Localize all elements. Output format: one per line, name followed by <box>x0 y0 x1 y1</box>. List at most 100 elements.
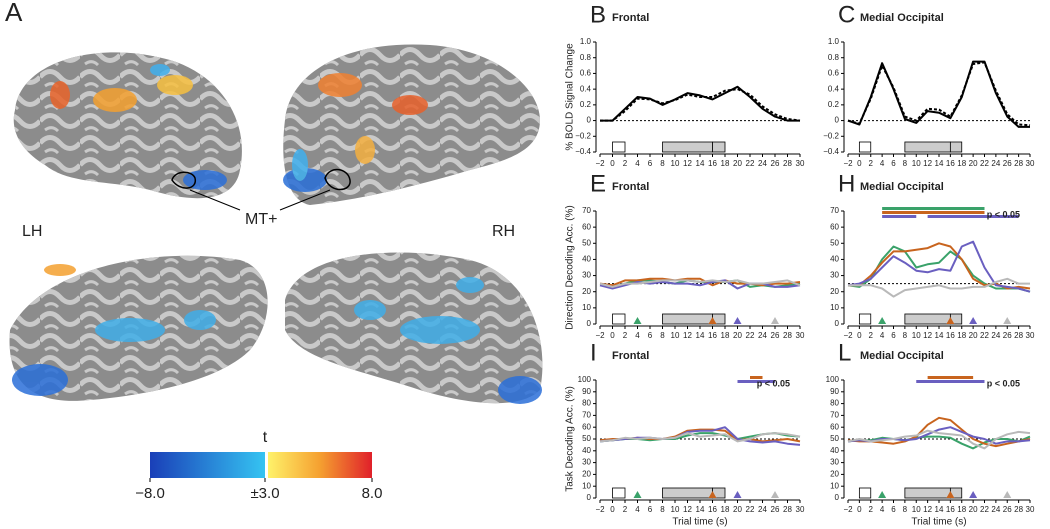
event-marker <box>946 491 955 498</box>
x-tick-label: 20 <box>969 159 978 168</box>
series-line <box>847 435 1031 450</box>
x-tick-label: 8 <box>660 159 665 168</box>
x-tick-label: 14 <box>935 159 944 168</box>
mt-outline <box>171 171 196 189</box>
x-tick-label: 6 <box>891 331 896 340</box>
x-tick-label: 2 <box>623 159 628 168</box>
epoch-box <box>904 313 951 325</box>
y-tick-label: 70 <box>830 206 839 215</box>
colorbar-title: t <box>263 429 268 446</box>
x-tick-label: 14 <box>935 331 944 340</box>
panel-letter: E <box>590 170 606 197</box>
epoch-box <box>662 487 713 499</box>
x-tick-label: −2 <box>595 505 605 514</box>
x-tick-label: 24 <box>758 505 767 514</box>
event-marker <box>633 491 642 498</box>
mt-outline <box>324 168 351 191</box>
event-marker <box>878 491 887 498</box>
x-tick-label: 22 <box>980 331 989 340</box>
x-tick-label: 8 <box>903 159 908 168</box>
epoch-box <box>858 487 872 499</box>
colorbar-negative <box>150 452 265 478</box>
x-tick-label: 20 <box>733 331 742 340</box>
x-tick-label: 0 <box>610 159 615 168</box>
y-tick-label: 20 <box>830 470 839 479</box>
y-tick-label: 10 <box>830 481 839 490</box>
series-line <box>847 61 1031 127</box>
significance-label: p < 0.05 <box>757 378 790 388</box>
y-tick-label: 70 <box>582 411 591 420</box>
x-tick-label: 12 <box>683 159 692 168</box>
significance-bar <box>916 380 985 383</box>
x-tick-label: −2 <box>595 159 605 168</box>
y-tick-label: 0 <box>587 319 592 328</box>
x-tick-label: 22 <box>746 331 755 340</box>
y-axis-label: Task Decoding Acc. (%) <box>565 386 576 492</box>
x-tick-label: 6 <box>648 159 653 168</box>
series-line <box>599 432 801 443</box>
series-line <box>848 277 1030 298</box>
hemisphere-label: RH <box>492 223 515 240</box>
x-tick-label: 22 <box>980 505 989 514</box>
series-line <box>847 416 1031 448</box>
event-marker <box>1003 491 1012 498</box>
x-tick-label: 28 <box>1014 159 1023 168</box>
y-tick-label: 50 <box>582 238 591 247</box>
y-tick-label: 10 <box>582 481 591 490</box>
x-tick-label: 18 <box>957 331 966 340</box>
x-tick-label: 2 <box>869 505 874 514</box>
x-tick-label: 10 <box>912 505 921 514</box>
x-tick-label: 2 <box>869 159 874 168</box>
event-marker <box>878 317 887 324</box>
x-tick-label: 0 <box>857 159 862 168</box>
chart-title: Frontal <box>612 12 649 24</box>
epoch-box <box>612 487 626 499</box>
y-tick-label: 0.8 <box>828 53 840 62</box>
significance-bar <box>927 376 974 379</box>
y-tick-label: −0.4 <box>575 147 591 156</box>
y-tick-label: 80 <box>830 399 839 408</box>
chart: B Frontal−0.4−0.200.20.40.60.81.0−2 0 2 4 6 8 1… <box>565 1 805 168</box>
x-tick-label: 18 <box>721 505 730 514</box>
x-tick-label: 4 <box>880 331 885 340</box>
x-tick-label: 16 <box>708 505 717 514</box>
series-line <box>848 242 1031 290</box>
epoch-box <box>712 141 726 153</box>
y-tick-label: 0.6 <box>828 69 840 78</box>
x-tick-label: 24 <box>991 331 1000 340</box>
hemisphere-label: LH <box>22 223 42 240</box>
x-tick-label: 0 <box>610 331 615 340</box>
event-marker <box>969 491 978 498</box>
x-tick-label: 26 <box>771 331 780 340</box>
colorbar-tick-label: ±3.0 <box>250 485 279 502</box>
y-tick-label: 90 <box>830 387 839 396</box>
panel-letter: H <box>838 170 855 197</box>
event-marker <box>946 317 955 324</box>
y-tick-label: 0.4 <box>828 84 840 93</box>
x-tick-label: 16 <box>946 331 955 340</box>
x-tick-label: 10 <box>671 159 680 168</box>
y-tick-label: 30 <box>582 271 591 280</box>
y-tick-label: 30 <box>582 458 591 467</box>
x-tick-label: 28 <box>783 159 792 168</box>
x-tick-label: 26 <box>1003 505 1012 514</box>
mt-pointer <box>279 189 331 211</box>
y-tick-label: 20 <box>582 287 591 296</box>
y-tick-label: 40 <box>830 255 839 264</box>
x-tick-label: 2 <box>869 331 874 340</box>
x-tick-label: 24 <box>991 505 1000 514</box>
x-tick-label: 18 <box>721 159 730 168</box>
x-tick-label: 4 <box>635 505 640 514</box>
x-tick-label: 0 <box>857 331 862 340</box>
panel-letter: A <box>5 0 23 27</box>
event-marker <box>1003 317 1012 324</box>
colorbar-tick-label: 8.0 <box>362 485 383 502</box>
event-marker <box>733 491 742 498</box>
y-tick-label: 0 <box>835 319 840 328</box>
x-tick-label: 30 <box>1026 159 1035 168</box>
y-tick-label: 60 <box>582 222 591 231</box>
x-axis-label: Trial time (s) <box>911 517 966 528</box>
mt-pointer <box>189 189 241 211</box>
x-tick-label: 30 <box>1026 331 1035 340</box>
